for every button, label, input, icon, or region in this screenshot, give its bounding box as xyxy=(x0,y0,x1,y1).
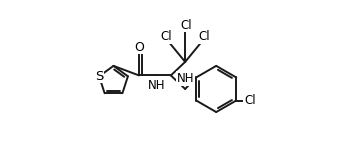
Text: Cl: Cl xyxy=(198,30,210,43)
Text: Cl: Cl xyxy=(244,94,256,107)
Text: Cl: Cl xyxy=(180,19,192,32)
Text: NH: NH xyxy=(177,72,194,85)
Text: O: O xyxy=(134,41,144,54)
Text: NH: NH xyxy=(148,79,165,92)
Text: S: S xyxy=(95,70,103,83)
Text: Cl: Cl xyxy=(160,30,172,43)
